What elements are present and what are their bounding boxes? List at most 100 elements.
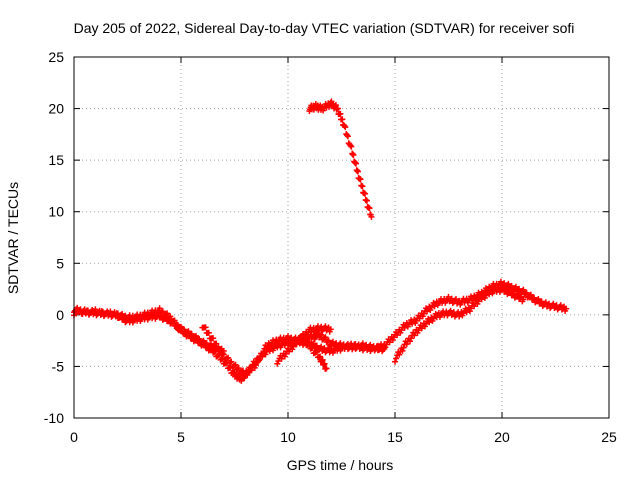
x-tick-label: 15 — [387, 429, 403, 445]
track-2-point — [77, 307, 84, 314]
track-6-point — [507, 287, 514, 294]
track-2-point — [178, 323, 184, 330]
track-2-point — [191, 333, 198, 340]
track-7-point — [339, 116, 346, 123]
track-3-point — [231, 362, 238, 369]
track-3-point — [240, 367, 247, 374]
y-tick-label: -10 — [44, 410, 64, 426]
track-5-point — [319, 356, 326, 363]
track-2-point — [157, 313, 164, 320]
track-2-point — [169, 318, 176, 325]
track-7-point — [347, 142, 354, 149]
track-6-point — [506, 288, 513, 295]
track-2-point — [195, 336, 202, 343]
track-1-point — [520, 286, 527, 293]
track-2-point — [181, 326, 188, 333]
track-2-point — [117, 312, 124, 319]
track-3-point — [235, 365, 242, 372]
track-1-point — [563, 305, 570, 312]
track-6-point — [517, 294, 524, 301]
track-2-point — [170, 318, 177, 325]
track-2-point — [206, 342, 213, 349]
track-2-point — [180, 327, 187, 334]
track-6-point — [520, 296, 527, 303]
track-1-point — [537, 299, 544, 306]
y-axis-label: SDTVAR / TECUs — [5, 182, 21, 294]
track-1-point — [313, 342, 320, 349]
track-1-point — [535, 295, 542, 302]
track-1-point — [530, 295, 537, 302]
track-1-point — [519, 287, 526, 294]
x-axis-label: GPS time / hours — [287, 457, 394, 473]
track-3-point — [213, 340, 220, 347]
plot-frame — [73, 56, 610, 419]
track-7-point — [334, 105, 341, 112]
chart-title: Day 205 of 2022, Sidereal Day-to-day VTE… — [74, 20, 575, 36]
track-6-point — [513, 292, 520, 299]
track-7-point — [362, 190, 369, 197]
track-3-point — [318, 331, 325, 338]
y-tick-label: 25 — [48, 49, 64, 65]
track-2-point — [172, 322, 179, 329]
track-1-point — [531, 294, 538, 301]
track-1-point — [501, 280, 508, 287]
x-tick-label: 25 — [601, 429, 617, 445]
track-2-point — [165, 317, 172, 324]
track-6-point — [400, 344, 407, 351]
y-tick-labels: -10 -5 0 5 10 15 20 25 — [44, 49, 64, 426]
x-tick-label: 10 — [280, 429, 296, 445]
track-7-point — [348, 143, 355, 150]
track-4-point — [327, 326, 334, 333]
track-3-point — [232, 361, 239, 368]
track-6-point — [500, 284, 507, 291]
track-2-point — [163, 313, 170, 320]
track-6-point — [403, 341, 410, 348]
track-6-point — [396, 351, 403, 358]
track-2-point — [158, 312, 165, 319]
track-1-point — [508, 282, 515, 289]
track-3-point — [259, 352, 266, 359]
track-3-point — [210, 335, 217, 342]
track-2-point — [184, 329, 191, 336]
track-6-point — [515, 291, 522, 298]
track-6-point — [502, 287, 509, 294]
track-5-point — [317, 353, 324, 360]
track-1-point — [512, 283, 519, 290]
y-tick-label: 5 — [56, 255, 64, 271]
track-1-point — [523, 289, 530, 296]
track-1-point — [445, 293, 452, 300]
track-1-point — [538, 298, 545, 305]
track-2-point — [185, 328, 192, 335]
track-7-point — [359, 183, 366, 190]
track-2-point — [107, 308, 114, 315]
track-3-point — [321, 334, 328, 341]
track-2-point — [196, 335, 203, 342]
track-5-point — [309, 344, 316, 351]
track-7-point — [344, 133, 351, 140]
track-2-point — [192, 332, 199, 339]
track-3-point — [228, 358, 235, 365]
track-6-point — [510, 290, 517, 297]
track-5-point — [313, 348, 320, 355]
track-7-point — [344, 132, 351, 139]
track-2-point — [188, 330, 195, 337]
track-1-point — [164, 310, 171, 317]
track-1-point — [526, 292, 533, 299]
track-3-point — [220, 351, 227, 358]
track-7-point — [368, 213, 375, 220]
data-points — [71, 98, 570, 384]
track-2-point — [203, 340, 210, 347]
track-7-point — [342, 124, 349, 131]
y-tick-label: 0 — [56, 307, 64, 323]
track-2-point — [199, 338, 206, 345]
track-2-point — [121, 314, 128, 321]
track-3-point — [317, 332, 324, 339]
track-3-point — [202, 324, 209, 331]
track-7-point — [354, 168, 361, 175]
track-3-point — [252, 362, 259, 369]
track-7-point — [366, 205, 373, 212]
x-tick-labels: 0 5 10 15 20 25 — [70, 429, 617, 445]
track-7-point — [337, 110, 344, 117]
track-1-point — [505, 280, 512, 287]
